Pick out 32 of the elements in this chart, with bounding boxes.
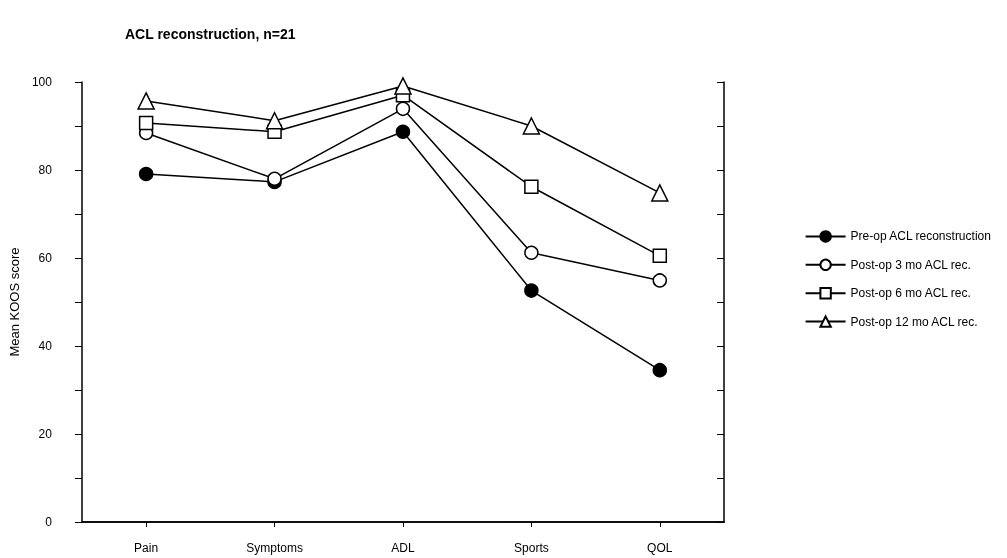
y-tick-label: 40 — [38, 339, 53, 353]
legend-label: Pre-op ACL reconstruction — [850, 229, 991, 244]
point — [522, 117, 541, 135]
legend-label: Post-op 3 mo ACL rec. — [850, 257, 971, 272]
point — [524, 179, 539, 194]
chart-title: ACL reconstruction, n=21 — [125, 26, 296, 42]
legend-label: Post-op 6 mo ACL rec. — [850, 286, 971, 301]
y-axis-title: Mean KOOS score — [7, 247, 22, 357]
point — [524, 283, 539, 298]
x-tick-label: QOL — [647, 541, 673, 555]
y-tick-label: 60 — [38, 251, 53, 265]
point — [524, 245, 539, 260]
point — [138, 115, 154, 131]
point — [138, 166, 154, 182]
x-tick-label: Symptoms — [246, 541, 303, 555]
point — [651, 184, 669, 202]
y-tick-label: 20 — [38, 427, 53, 441]
point — [395, 101, 411, 117]
y-tick-label: 0 — [45, 515, 53, 529]
point — [395, 124, 411, 139]
x-tick-label: Pain — [134, 541, 159, 555]
point — [137, 92, 155, 110]
y-tick-label: 100 — [31, 75, 53, 89]
x-tick-label: Sports — [514, 541, 549, 555]
legend-label: Post-op 12 mo ACL rec. — [850, 314, 978, 329]
point — [652, 273, 668, 288]
x-tick-label: ADL — [391, 541, 415, 555]
point — [265, 111, 284, 130]
y-tick-label: 80 — [38, 163, 53, 177]
point — [652, 362, 668, 378]
point — [394, 77, 412, 95]
point — [652, 248, 668, 264]
